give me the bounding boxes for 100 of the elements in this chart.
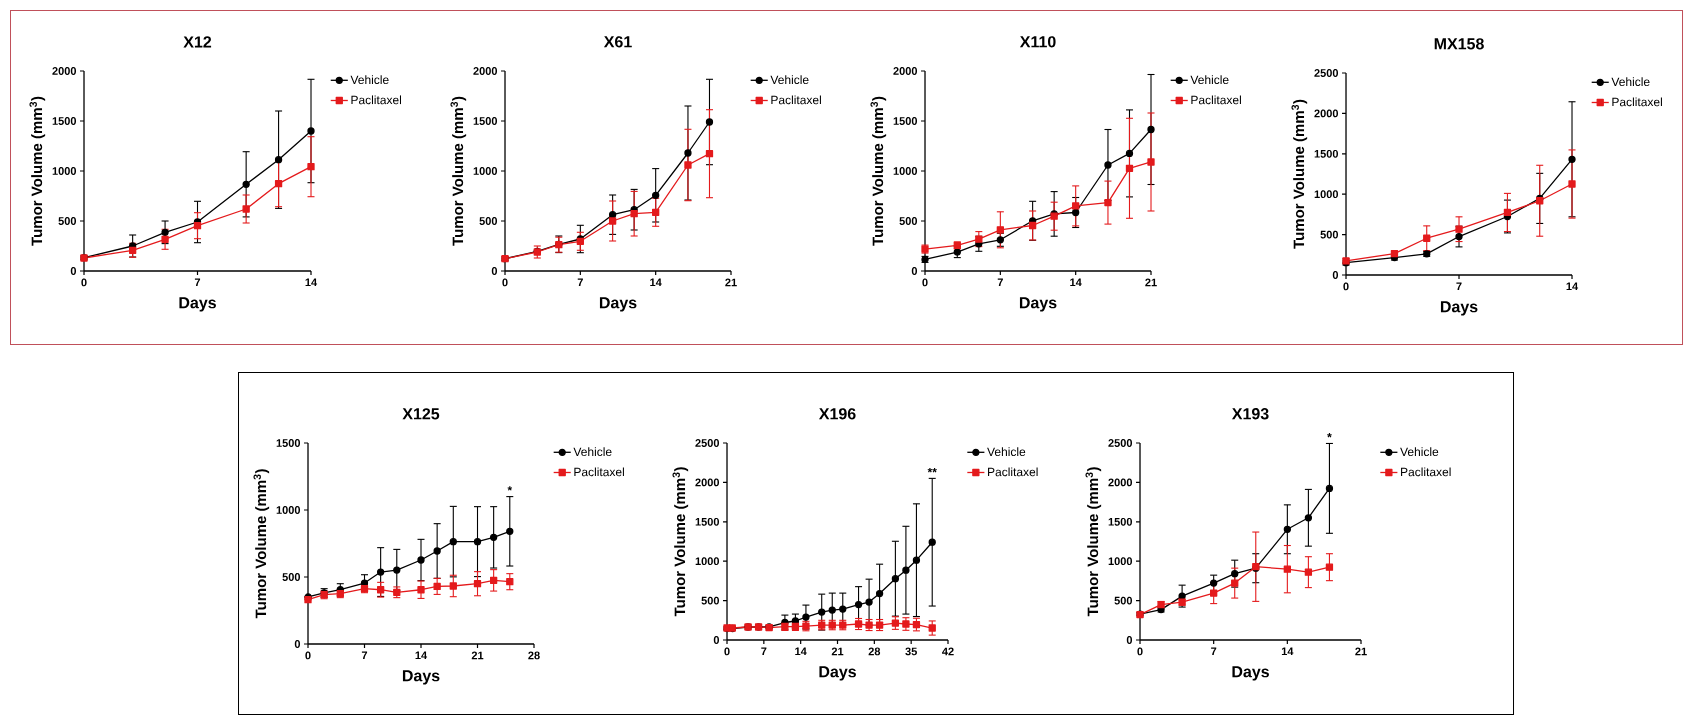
y-tick-label: 1000 [1314,190,1339,199]
x-tick-label: 7 [361,651,368,660]
chart-title: X196 [818,408,856,420]
x-tick-label: 14 [305,278,318,287]
y-tick-label: 2000 [695,478,720,487]
legend-label: Vehicle [770,75,809,84]
y-tick-label: 1500 [1314,149,1339,158]
y-tick-label: 500 [1114,596,1133,605]
legend-label: Paclitaxel [1612,97,1662,107]
y-tick-label: 1500 [893,117,918,125]
y-tick-label: 1500 [276,439,301,447]
y-tick-label: 500 [479,217,498,225]
y-tick-label: 0 [1126,636,1133,644]
x-tick-label: 0 [81,278,87,287]
x-tick-label: 14 [1070,278,1082,287]
legend-label: Paclitaxel [574,467,624,477]
chart-title: MX158 [1434,38,1484,50]
y-tick-label: 1000 [276,506,301,514]
chart-title: X12 [183,36,212,48]
legend-label: Paclitaxel [1191,95,1241,105]
x-tick-label: 21 [1355,647,1367,656]
y-tick-label: 1500 [52,117,77,125]
y-tick-label: 1500 [695,517,720,526]
text: * [1327,433,1332,438]
x-tick-label: 14 [415,651,428,660]
x-tick-label: 7 [194,278,201,287]
x-tick-label: 14 [1566,282,1579,291]
legend-label: Vehicle [1190,75,1229,84]
x-axis-title: Days [402,670,440,685]
x-tick-label: 7 [997,278,1003,287]
y-tick-label: 1000 [52,167,77,175]
y-axis-title: Tumor Volume (mm$^{3}$) [1291,99,1308,249]
x-tick-label: 0 [1343,282,1349,291]
y-tick-label: 2000 [52,67,77,75]
y-tick-label: 500 [282,573,301,581]
y-tick-label: 2500 [695,439,720,447]
x-tick-label: 7 [1211,647,1217,656]
x-tick-label: 21 [471,651,484,660]
y-axis-title: Tumor Volume (mm$^{3}$) [870,96,887,246]
legend-label: Paclitaxel [351,95,402,105]
y-tick-label: 2000 [893,67,918,75]
y-tick-label: 2000 [1314,109,1339,118]
x-axis-title: Days [1019,297,1057,312]
y-tick-label: 0 [491,267,498,275]
legend-label: Vehicle [1400,447,1439,457]
y-tick-label: 500 [1320,230,1339,239]
legend-label: Paclitaxel [1401,467,1451,477]
y-axis-title: Tumor Volume (mm$^{3}$) [450,96,467,246]
y-tick-label: 0 [911,267,918,275]
x-tick-label: 42 [942,647,954,656]
x-tick-label: 14 [650,278,662,287]
x-tick-label: 0 [922,278,928,287]
y-tick-label: 2000 [1108,478,1133,487]
y-axis-title: Tumor Volume (mm$^{3}$) [672,467,689,617]
x-tick-label: 21 [725,278,737,287]
y-tick-label: 1000 [695,557,720,566]
x-tick-label: 7 [761,647,767,656]
legend-label: Paclitaxel [771,95,821,105]
x-axis-title: Days [1440,301,1478,316]
x-tick-label: 28 [868,647,881,656]
x-tick-label: 21 [831,647,844,656]
y-axis-title: Tumor Volume (mm$^{3}$) [253,469,270,619]
y-tick-label: 2500 [1108,439,1133,447]
legend-label: Vehicle [573,447,612,456]
legend-label: Vehicle [350,75,389,84]
x-tick-label: 0 [305,651,311,660]
y-tick-label: 0 [70,267,77,275]
y-axis-title: Tumor Volume (mm$^{3}$) [29,96,46,246]
x-tick-label: 14 [1281,647,1294,656]
y-tick-label: 0 [294,640,301,648]
y-tick-label: 0 [713,636,720,644]
chart-title: X193 [1231,408,1269,420]
annotation: ** [927,467,937,473]
legend-label: Paclitaxel [988,467,1038,477]
x-tick-label: 35 [905,647,917,656]
x-tick-label: 7 [1456,282,1462,291]
x-tick-label: 14 [795,647,807,656]
y-tick-label: 500 [58,217,77,225]
x-axis-title: Days [819,666,856,681]
x-tick-label: 0 [1137,647,1143,656]
y-tick-label: 500 [899,217,918,225]
y-tick-label: 1000 [1108,557,1133,566]
y-tick-label: 2000 [473,67,498,75]
x-axis-title: Days [1232,666,1269,681]
y-tick-label: 1500 [473,117,498,125]
legend-label: Vehicle [1611,77,1650,86]
y-tick-label: 500 [701,596,720,605]
x-tick-label: 28 [528,651,540,660]
y-tick-label: 1500 [1108,517,1133,526]
y-axis-title: Tumor Volume (mm$^{3}$) [1085,467,1102,617]
x-tick-label: 0 [502,278,508,287]
x-tick-label: 7 [577,278,583,287]
x-tick-label: 21 [1145,278,1157,287]
y-tick-label: 1000 [473,167,498,175]
x-tick-label: 0 [724,647,730,656]
annotation: * [507,486,513,491]
y-tick-label: 1000 [893,167,918,175]
x-axis-title: Days [179,297,216,312]
chart-title: X110 [1019,36,1056,48]
chart-title: X125 [402,408,440,420]
